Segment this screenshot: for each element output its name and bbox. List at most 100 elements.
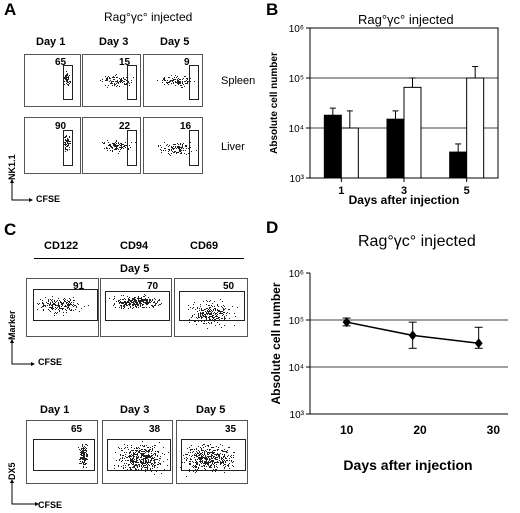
event-dot [113, 148, 115, 150]
event-dot [161, 80, 163, 82]
event-dot [145, 301, 147, 303]
event-dot [156, 459, 158, 461]
event-dot [115, 146, 117, 148]
event-dot [128, 144, 130, 146]
event-dot [82, 467, 84, 468]
event-dot [140, 454, 142, 456]
event-dot [204, 452, 206, 454]
event-dot [66, 145, 68, 147]
event-dot [201, 458, 203, 460]
event-dot [153, 301, 155, 302]
event-dot [214, 468, 216, 470]
event-dot [83, 450, 85, 452]
event-dot [115, 141, 117, 143]
event-dot [136, 450, 137, 452]
event-dot [108, 298, 110, 300]
event-dot [72, 305, 74, 307]
event-dot [119, 150, 121, 152]
event-dot [131, 454, 133, 456]
event-dot [123, 444, 125, 446]
event-dot [140, 456, 141, 458]
event-dot [193, 466, 195, 468]
event-dot [62, 299, 64, 301]
event-dot [177, 147, 179, 149]
event-dot [212, 456, 214, 458]
event-dot [217, 448, 219, 450]
event-dot [213, 461, 215, 463]
event-dot [156, 301, 158, 303]
event-dot [150, 456, 152, 458]
event-dot [180, 457, 182, 459]
event-dot [111, 151, 113, 153]
event-dot [212, 452, 214, 454]
event-dot [220, 313, 222, 314]
event-dot [186, 457, 188, 459]
event-dot [135, 449, 137, 451]
event-dot [123, 306, 125, 308]
event-dot [215, 458, 217, 460]
event-dot [111, 80, 112, 82]
event-dot [216, 465, 218, 467]
event-dot [112, 149, 114, 151]
event-dot [122, 78, 124, 80]
event-dot [181, 151, 183, 153]
event-dot [187, 81, 189, 83]
event-dot [125, 145, 127, 147]
event-dot [214, 318, 216, 320]
event-dot [174, 147, 176, 149]
event-dot [124, 452, 126, 453]
event-dot [143, 301, 145, 303]
event-dot [158, 462, 160, 464]
event-dot [63, 302, 65, 304]
event-dot [206, 322, 208, 324]
gate-percentage: 65 [71, 424, 83, 435]
event-dot [207, 445, 208, 447]
event-dot [218, 309, 220, 311]
event-dot [198, 308, 200, 310]
event-dot [206, 463, 208, 465]
event-dot [65, 80, 67, 82]
event-dot [122, 468, 124, 470]
event-dot [219, 452, 221, 454]
event-dot [203, 444, 205, 446]
panel-a-ylabel: NK1.1 [7, 154, 17, 180]
event-dot [233, 324, 235, 326]
event-dot [66, 305, 68, 307]
event-dot [131, 445, 133, 447]
event-dot [212, 314, 214, 316]
event-dot [212, 318, 214, 320]
event-dot [149, 459, 151, 461]
event-dot [234, 452, 236, 454]
event-dot [176, 147, 178, 149]
event-dot [69, 303, 71, 305]
event-dot [213, 317, 215, 319]
event-dot [67, 77, 69, 79]
event-dot [73, 305, 75, 307]
event-dot [128, 297, 130, 299]
event-dot [211, 456, 213, 458]
event-dot [114, 149, 116, 150]
event-dot [203, 309, 205, 311]
event-dot [201, 462, 203, 463]
event-dot [150, 470, 152, 471]
event-dot [126, 459, 128, 461]
event-dot [222, 457, 224, 459]
event-dot [84, 455, 86, 456]
event-dot [220, 457, 222, 459]
event-dot [118, 86, 120, 88]
event-dot [203, 313, 205, 315]
event-dot [80, 458, 82, 460]
event-dot [202, 314, 204, 316]
event-dot [196, 470, 198, 472]
event-dot [65, 147, 66, 149]
event-dot [77, 304, 79, 306]
event-dot [41, 306, 43, 308]
marker-cd69: CD69 [190, 240, 219, 252]
event-dot [174, 152, 176, 153]
event-dot [150, 460, 152, 462]
event-dot [221, 315, 223, 317]
event-dot [67, 302, 69, 304]
event-dot [58, 304, 60, 306]
event-dot [121, 303, 123, 305]
